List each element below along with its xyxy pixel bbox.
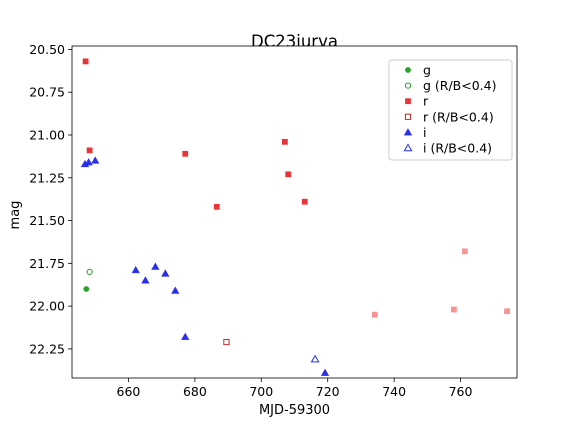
y-tick-label-4: 21.50 (29, 213, 65, 228)
legend-marker-r (405, 98, 411, 105)
data-markers (80, 58, 510, 376)
point-i-4 (141, 276, 150, 284)
point-i-2 (91, 156, 100, 164)
point-i-r-b-0-4-0 (310, 354, 320, 363)
x-tick-label-1: 680 (183, 384, 207, 399)
point-r-1 (86, 147, 93, 154)
point-r-3 (213, 203, 220, 210)
x-axis-label: MJD-59300 (259, 403, 330, 418)
point-g-r-b-0-4-0 (86, 268, 93, 275)
legend: gg (R/B<0.4)rr (R/B<0.4)ii (R/B<0.4) (388, 59, 513, 161)
point-series-4-0 (371, 311, 378, 318)
y-tick-label-0: 20.50 (29, 42, 65, 57)
x-tick-label-4: 740 (382, 384, 406, 399)
legend-label-r-r-b-0-4: r (R/B<0.4) (423, 109, 494, 124)
x-tick-label-3: 720 (316, 384, 340, 399)
point-r-5 (285, 171, 292, 178)
point-i-7 (171, 286, 180, 294)
x-tick-label-5: 760 (449, 384, 473, 399)
point-series-4-2 (461, 248, 468, 255)
point-r-6 (301, 198, 308, 205)
point-r-r-b-0-4-0 (223, 338, 230, 346)
legend-label-i-r-b-0-4: i (R/B<0.4) (423, 141, 492, 156)
point-r-0 (82, 58, 89, 65)
legend-marker-g (405, 67, 411, 73)
y-tick-label-2: 21.00 (29, 127, 65, 142)
legend-items: gg (R/B<0.4)rr (R/B<0.4)ii (R/B<0.4) (403, 63, 497, 156)
x-axis-ticks: 660 680 700 720 740 760 (117, 378, 473, 399)
legend-label-r: r (423, 94, 429, 109)
point-series-4-1 (451, 306, 457, 313)
point-i-5 (151, 262, 160, 270)
point-g-0 (83, 286, 90, 292)
legend-label-i: i (423, 125, 426, 140)
point-i-9 (320, 368, 330, 376)
y-tick-label-6: 22.00 (29, 299, 65, 314)
point-i-8 (181, 332, 190, 340)
y-tick-label-5: 21.75 (29, 256, 65, 271)
y-tick-label-1: 20.75 (29, 85, 65, 100)
point-i-1 (84, 158, 93, 166)
point-i-3 (131, 265, 140, 274)
x-tick-label-0: 660 (117, 384, 141, 399)
y-axis-ticks: 20.50 20.75 21.00 21.25 21.50 21.75 22.00 22.25 (29, 42, 72, 356)
point-r-4 (281, 138, 288, 145)
legend-marker-g-r-b-0-4 (404, 82, 412, 89)
point-i-6 (161, 269, 170, 277)
x-tick-label-2: 700 (249, 384, 273, 399)
legend-marker-r-r-b-0-4 (404, 113, 412, 120)
legend-marker-i-r-b-0-4 (403, 143, 413, 152)
legend-label-g-r-b-0-4: g (R/B<0.4) (423, 78, 497, 93)
legend-marker-i (403, 128, 413, 136)
y-tick-label-3: 21.25 (29, 170, 65, 185)
point-series-4-3 (504, 308, 510, 315)
plot-frame (71, 45, 518, 379)
legend-box (388, 59, 513, 161)
legend-label-g: g (423, 63, 431, 78)
y-axis-label: mag (8, 201, 23, 230)
point-r-2 (182, 150, 189, 157)
y-tick-label-7: 22.25 (29, 341, 65, 356)
